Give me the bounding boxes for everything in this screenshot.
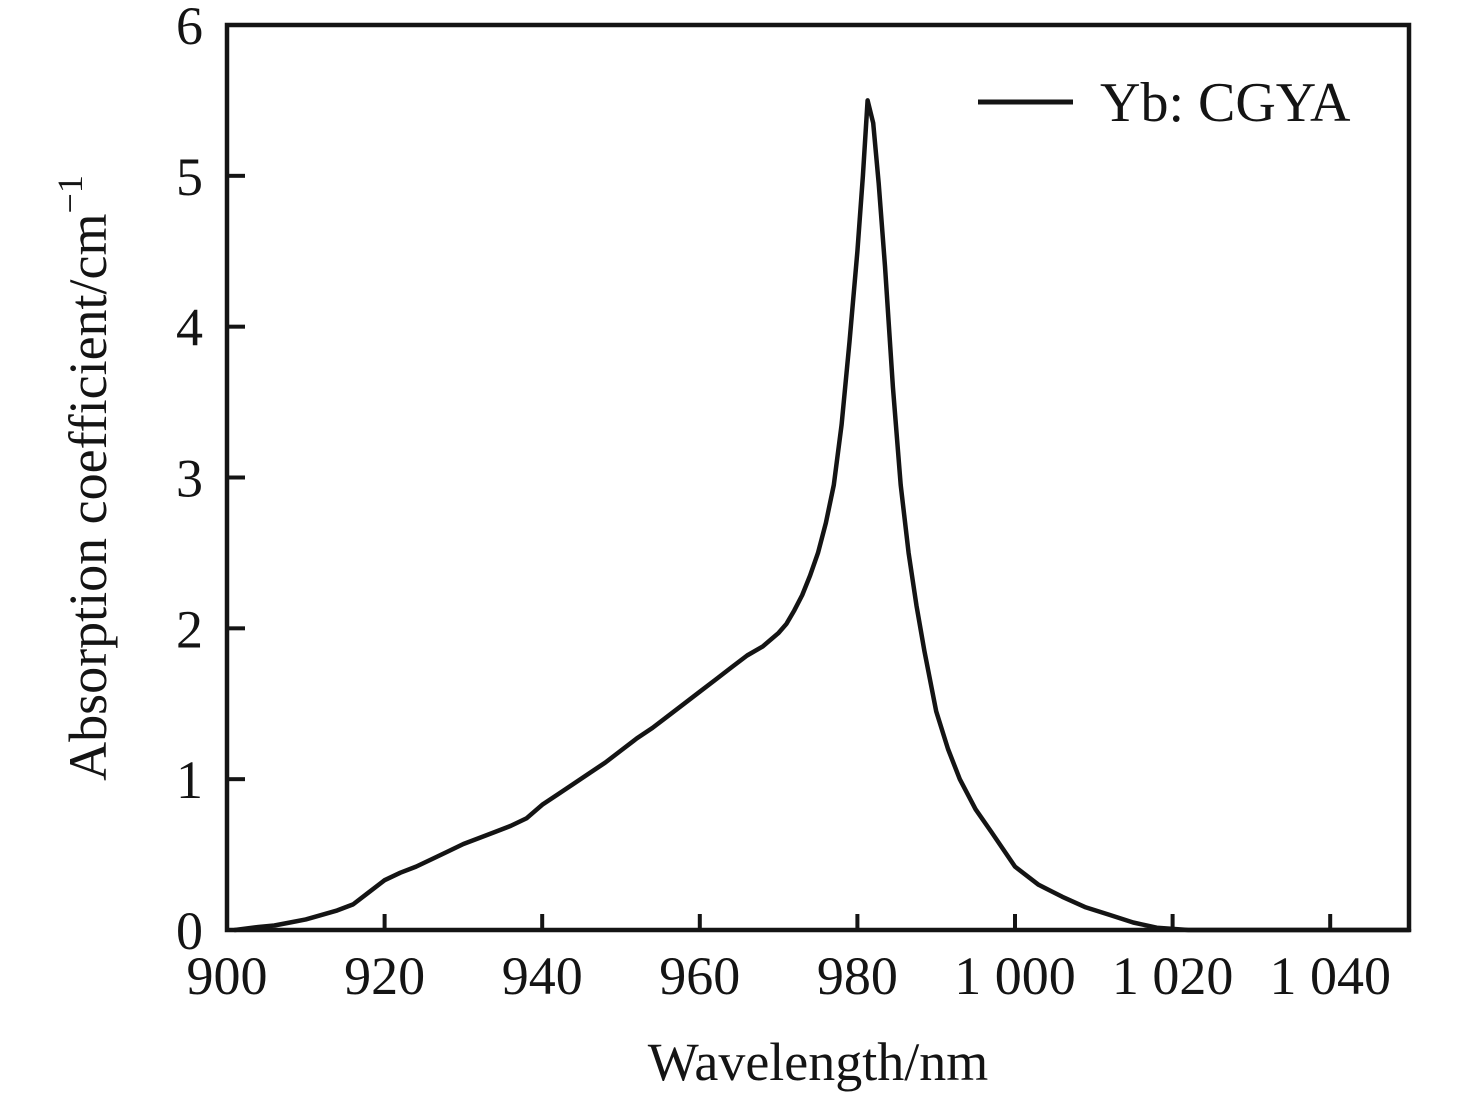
absorption-curve [232,98,1412,933]
y-tick-label: 1 [176,750,203,810]
y-tick-label: 6 [176,0,203,56]
y-axis-ticks [229,173,245,782]
y-axis-tick-labels: 0 1 2 3 4 5 6 [176,0,203,961]
y-axis-title: Absorption coefficient/cm−1 [50,175,118,781]
x-tick-label: 960 [659,946,740,1006]
x-tick-label: 1 000 [954,946,1076,1006]
legend: Yb: CGYA [978,72,1351,134]
y-tick-label: 3 [176,449,203,509]
y-tick-label: 4 [176,298,203,358]
x-tick-label: 1 040 [1269,946,1391,1006]
x-tick-label: 940 [502,946,583,1006]
y-tick-label: 0 [176,901,203,961]
legend-series-label: Yb: CGYA [1100,72,1351,134]
x-axis-ticks [382,914,1333,928]
y-tick-label: 2 [176,599,203,659]
y-tick-label: 5 [176,147,203,207]
y-axis-title-superscript: −1 [50,175,90,213]
x-axis-tick-labels: 900 920 940 960 980 1 000 1 020 1 040 [187,946,1391,1006]
x-tick-label: 1 020 [1112,946,1234,1006]
plot-frame [224,22,1412,933]
x-axis-title: Wavelength/nm [648,1032,989,1092]
x-tick-label: 980 [817,946,898,1006]
x-tick-label: 900 [187,946,268,1006]
y-axis-title-main: Absorption coefficient/cm [58,213,118,780]
x-tick-label: 920 [344,946,425,1006]
